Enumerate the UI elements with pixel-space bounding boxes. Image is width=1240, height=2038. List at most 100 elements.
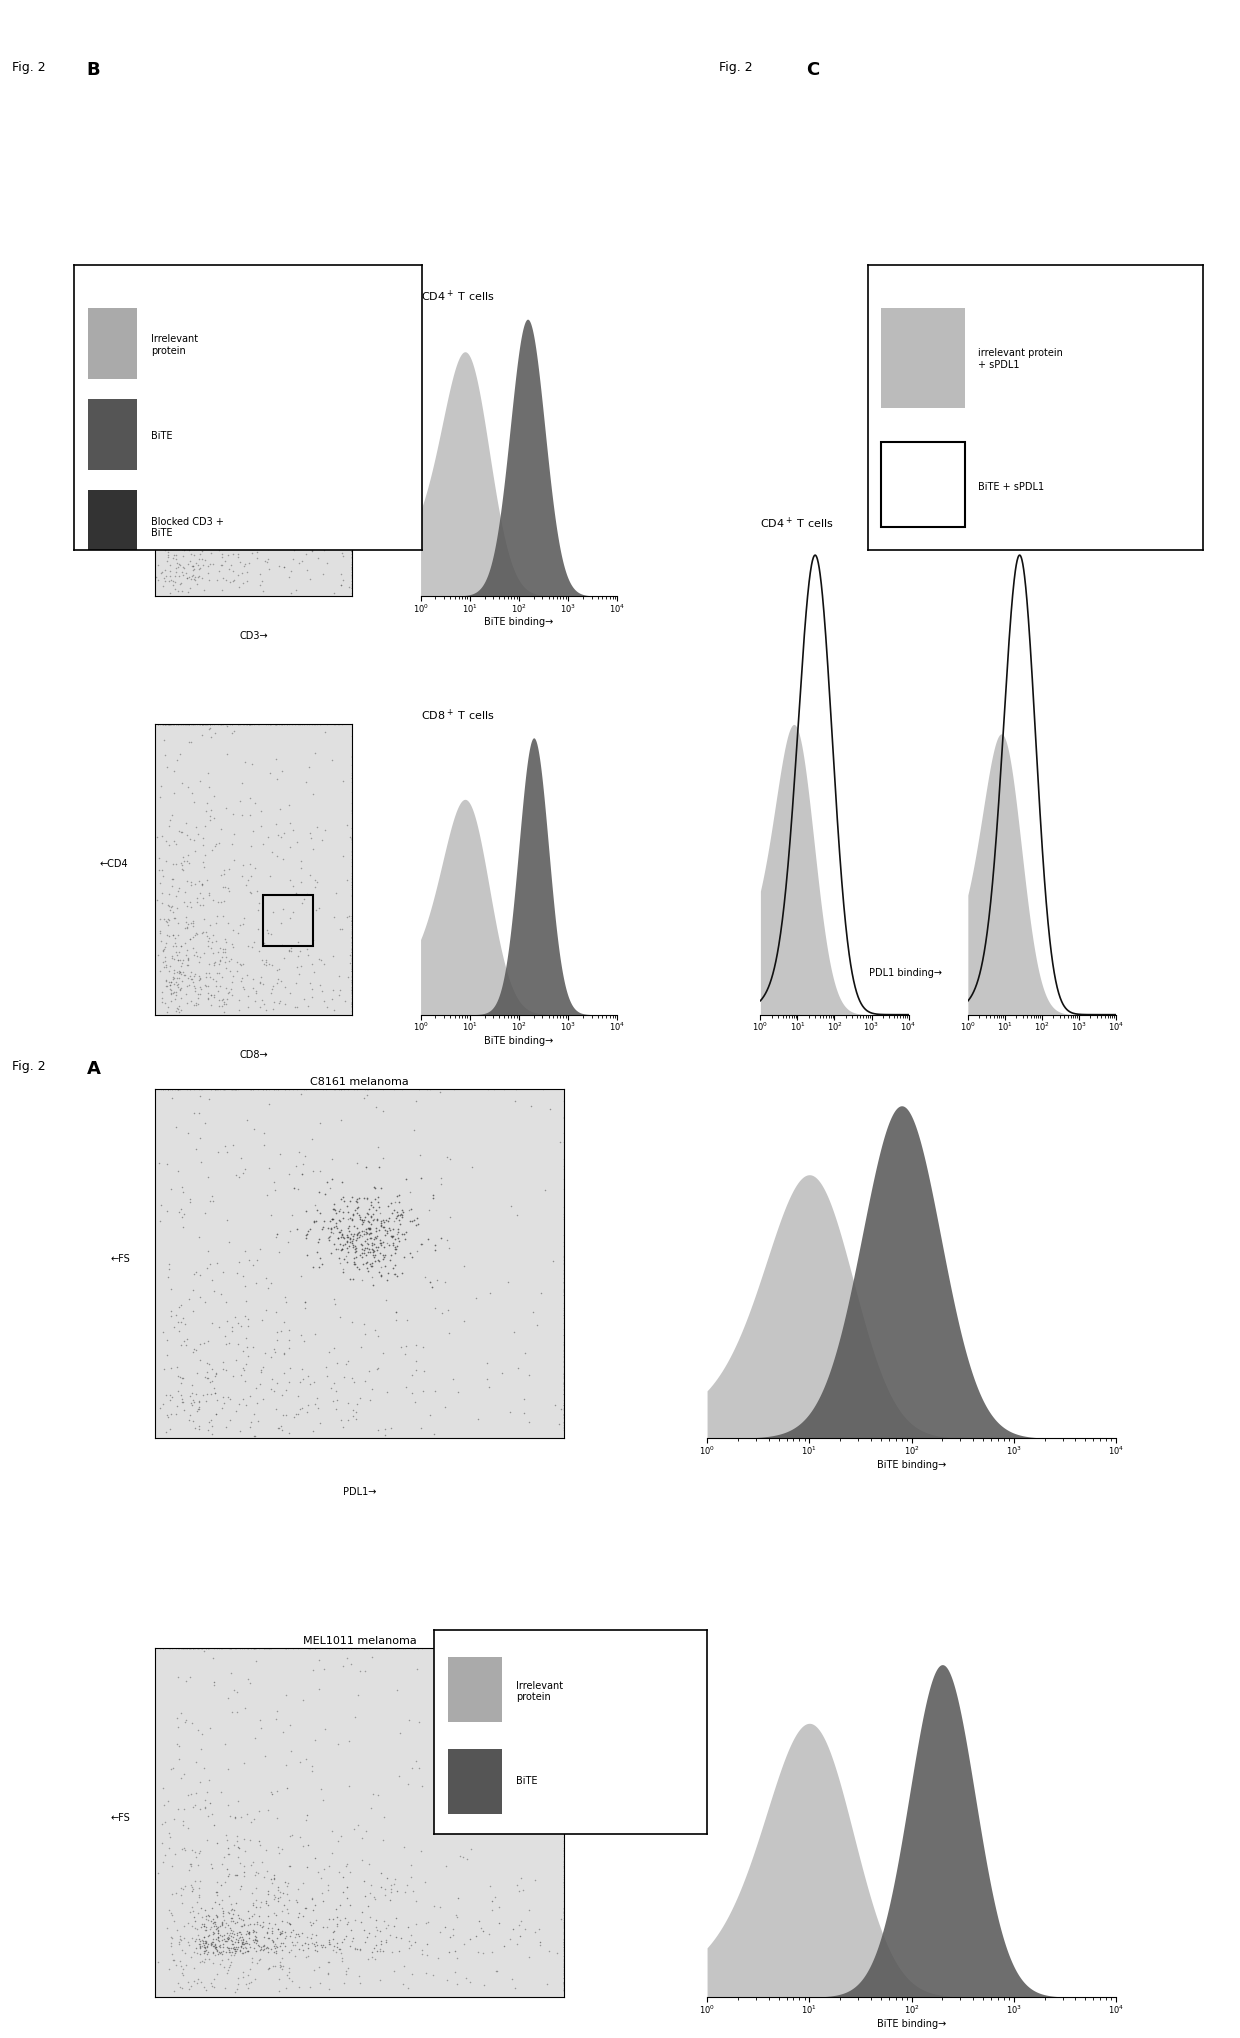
Point — [357, 1227, 377, 1259]
Point — [182, 520, 202, 552]
Point — [342, 707, 362, 740]
Point — [236, 1928, 255, 1961]
Point — [202, 1410, 222, 1443]
Point — [403, 1632, 423, 1665]
Point — [352, 1822, 372, 1855]
Point — [179, 1926, 198, 1959]
Point — [554, 1973, 574, 2005]
Point — [224, 1936, 244, 1969]
Point — [554, 1378, 574, 1410]
Point — [554, 1398, 574, 1431]
Point — [238, 990, 258, 1023]
Point — [554, 1378, 574, 1410]
Point — [373, 1934, 393, 1967]
Point — [554, 1398, 574, 1431]
Point — [159, 919, 179, 952]
Point — [191, 1930, 211, 1963]
Point — [161, 528, 181, 560]
Point — [253, 1304, 273, 1337]
Point — [295, 1891, 315, 1924]
Point — [223, 929, 243, 962]
Point — [254, 1861, 274, 1893]
Point — [342, 970, 362, 1003]
Point — [208, 1938, 228, 1971]
Point — [211, 489, 231, 522]
Point — [260, 1775, 280, 1808]
Point — [376, 1924, 396, 1956]
Point — [489, 1643, 508, 1675]
Point — [159, 481, 179, 514]
Point — [289, 546, 309, 579]
Point — [202, 919, 222, 952]
Point — [247, 1372, 267, 1404]
Point — [405, 1908, 425, 1940]
Point — [157, 1259, 177, 1292]
Point — [246, 1924, 265, 1956]
Point — [193, 915, 213, 948]
Point — [394, 1950, 414, 1983]
Point — [554, 1072, 574, 1105]
Point — [554, 1202, 574, 1235]
Point — [293, 1830, 312, 1863]
Point — [223, 1129, 243, 1162]
Point — [419, 1194, 439, 1227]
Point — [301, 821, 321, 854]
Point — [177, 891, 197, 923]
Point — [190, 1938, 210, 1971]
Point — [275, 1374, 295, 1406]
Point — [187, 514, 207, 546]
Point — [554, 1967, 574, 1999]
Point — [213, 1932, 233, 1965]
Point — [342, 866, 362, 899]
Point — [420, 1398, 440, 1431]
Point — [249, 452, 269, 485]
Point — [221, 1920, 241, 1952]
Point — [182, 389, 202, 422]
Point — [342, 880, 362, 913]
Point — [381, 1186, 401, 1219]
Point — [342, 707, 362, 740]
Point — [203, 1946, 223, 1979]
Point — [174, 428, 193, 461]
Point — [182, 1922, 202, 1954]
Point — [321, 1215, 341, 1247]
Point — [206, 1072, 226, 1105]
Point — [196, 1914, 216, 1946]
Point — [160, 1816, 180, 1848]
Point — [324, 1903, 343, 1936]
Point — [180, 823, 200, 856]
Point — [205, 1930, 224, 1963]
Point — [195, 1107, 215, 1139]
Point — [257, 1632, 277, 1665]
Point — [201, 1378, 221, 1410]
Point — [175, 485, 195, 518]
Point — [247, 450, 267, 483]
Point — [172, 1384, 192, 1416]
Point — [331, 1221, 351, 1253]
Point — [166, 978, 186, 1011]
Point — [554, 1072, 574, 1105]
Point — [219, 1879, 239, 1912]
Point — [257, 289, 277, 322]
Point — [167, 575, 187, 607]
Point — [228, 1160, 248, 1192]
Point — [166, 450, 186, 483]
Point — [166, 289, 186, 322]
Point — [279, 1908, 299, 1940]
Point — [325, 1188, 345, 1221]
Point — [341, 1914, 361, 1946]
Point — [232, 446, 252, 479]
Point — [326, 1211, 346, 1243]
Point — [196, 289, 216, 322]
Point — [269, 1412, 289, 1445]
Point — [554, 1653, 574, 1685]
Point — [208, 1922, 228, 1954]
Point — [150, 707, 170, 740]
Point — [554, 1072, 574, 1105]
Point — [198, 1361, 218, 1394]
Point — [554, 1710, 574, 1742]
Point — [383, 1213, 403, 1245]
Point — [169, 707, 188, 740]
Point — [246, 1891, 265, 1924]
Point — [157, 1147, 177, 1180]
